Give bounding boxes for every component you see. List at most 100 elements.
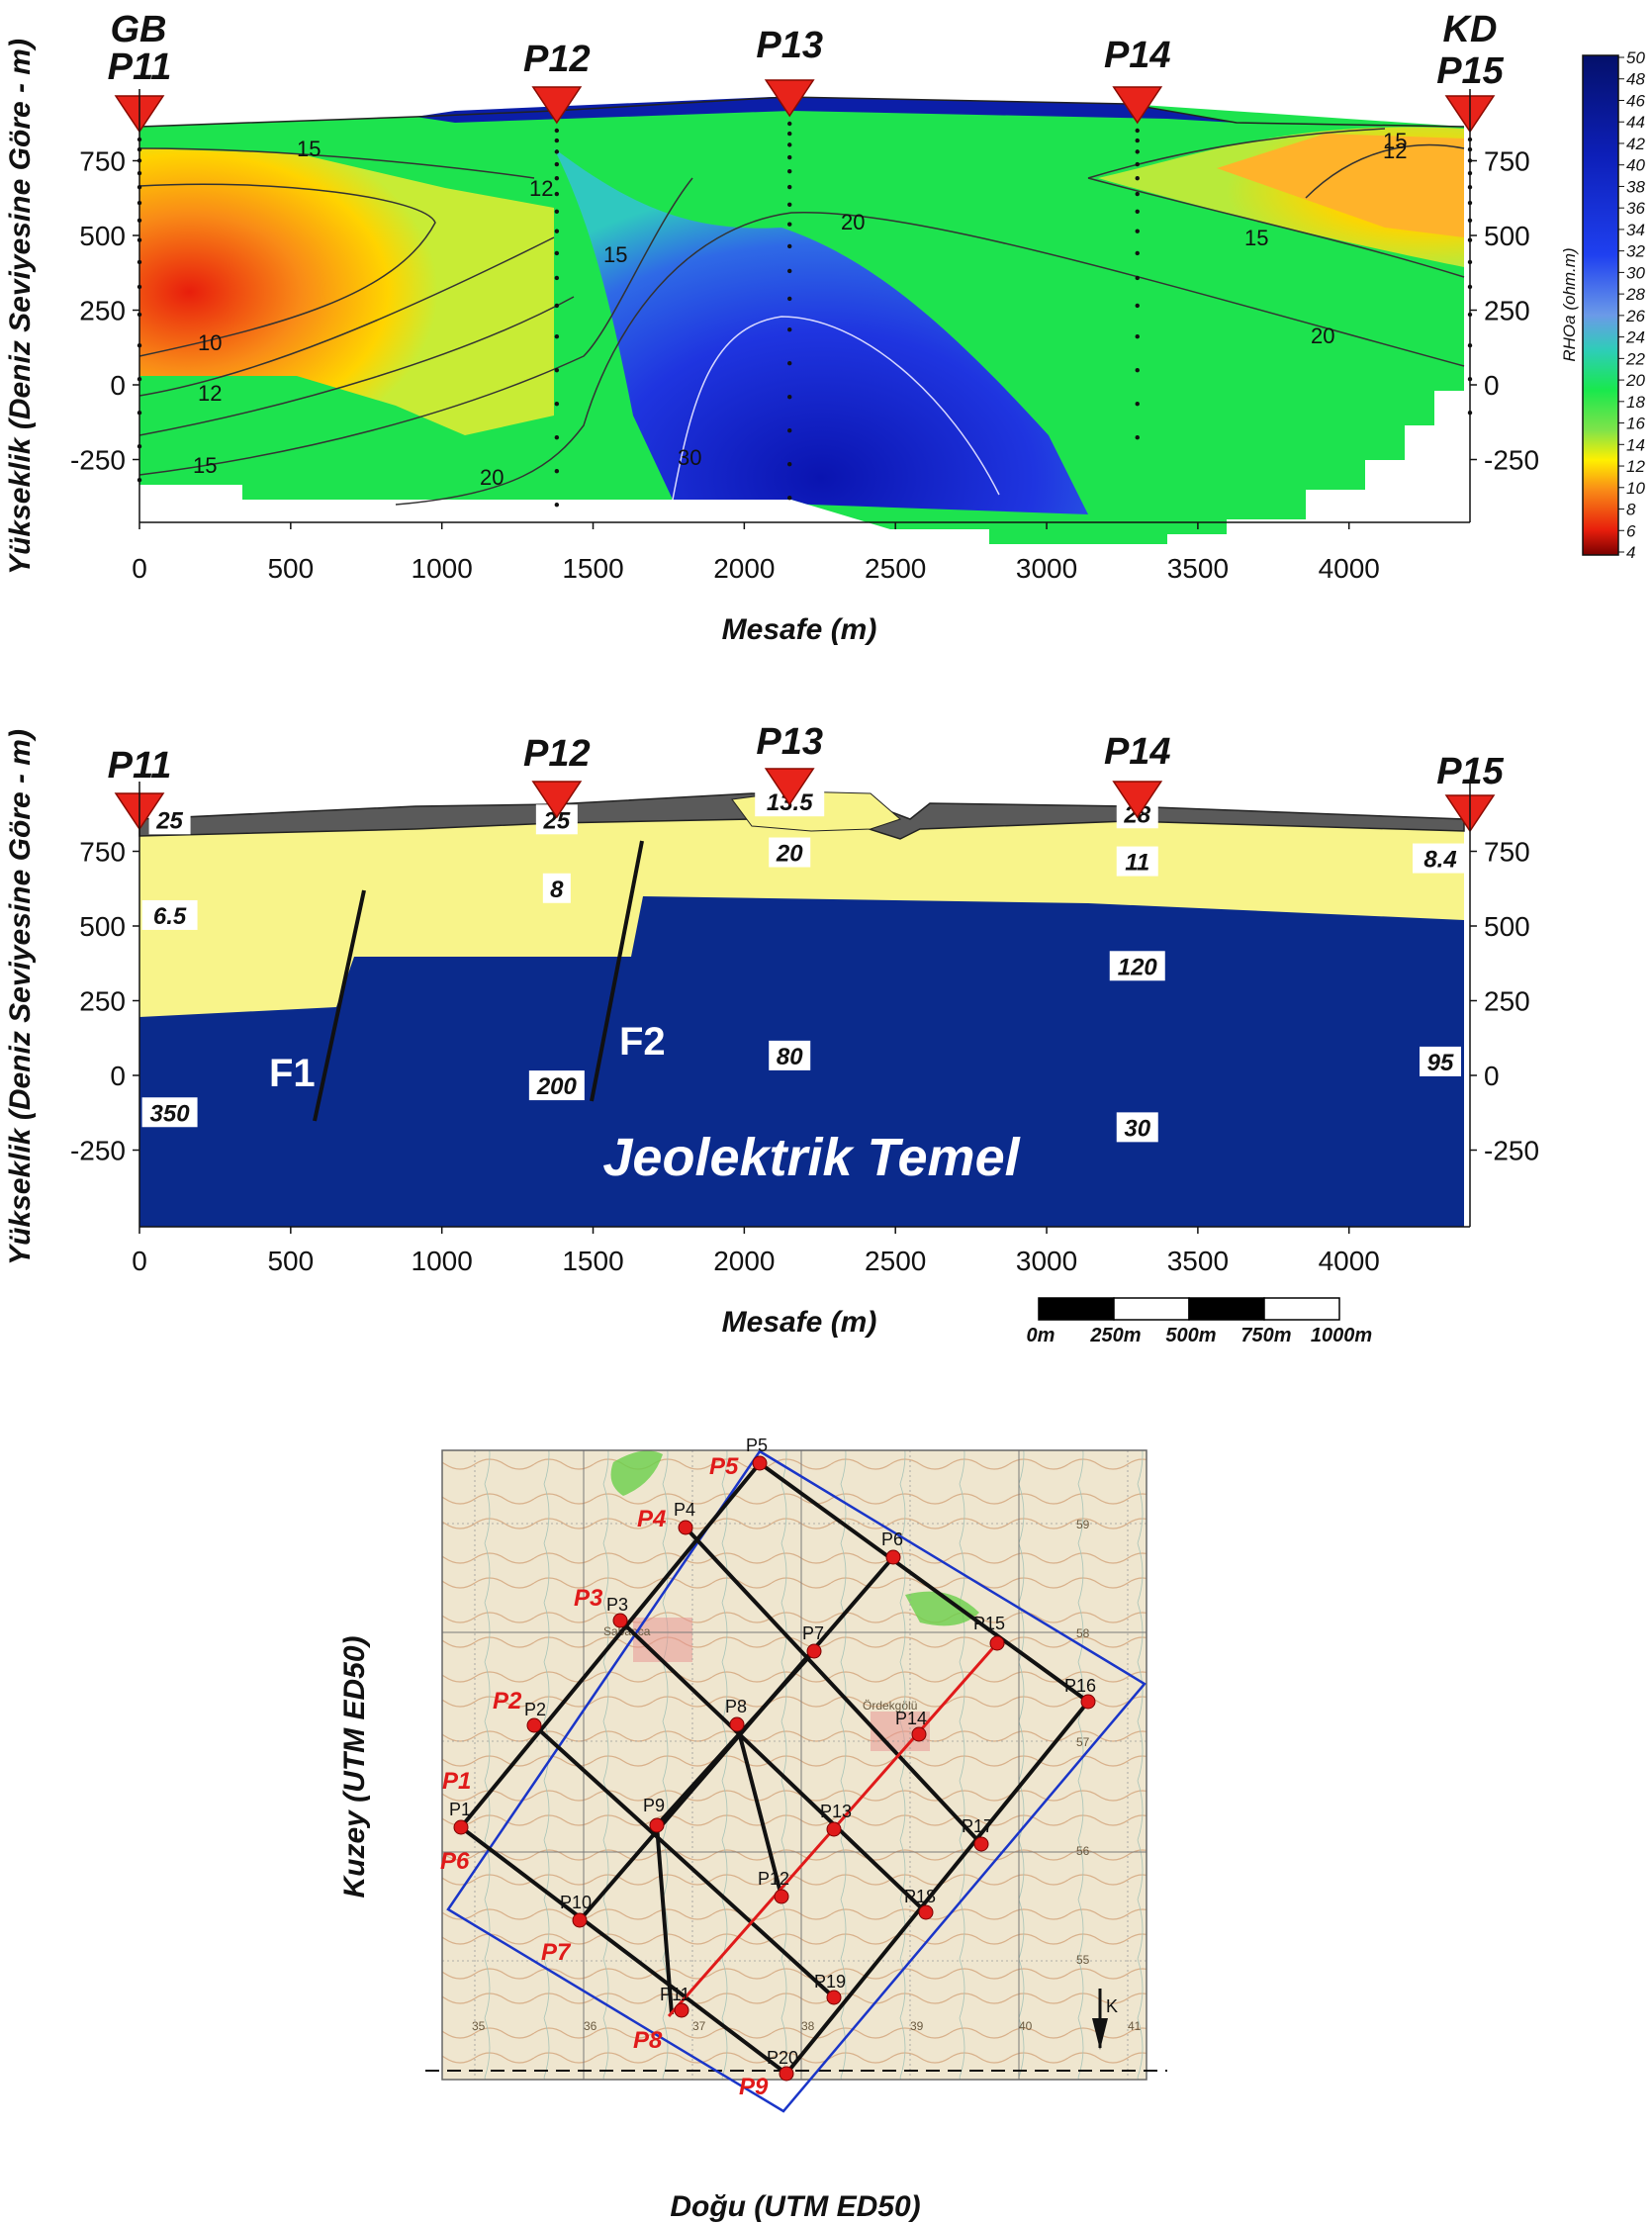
contour-label: 12 (529, 176, 553, 201)
station-point (678, 1520, 693, 1535)
y-tick-label: 250 (79, 986, 126, 1017)
profile-marker (531, 86, 583, 125)
contour-line (138, 177, 693, 476)
y-tick-label-right: 500 (1484, 911, 1530, 942)
grid-x-label: 37 (692, 2019, 706, 2033)
resistivity-value-box (141, 899, 198, 930)
colorbar-tick-label: 46 (1626, 91, 1645, 110)
station-label: P12 (758, 1869, 789, 1889)
resistivity-value-box (1116, 1112, 1158, 1143)
contour-label: 20 (841, 210, 865, 234)
direction-label-right: KD (1443, 9, 1498, 50)
profile-label: P14 (1104, 35, 1171, 76)
contour-label: 20 (480, 465, 504, 490)
y-tick-label: -250 (70, 1136, 126, 1166)
y-tick-label-right: 500 (1484, 221, 1530, 251)
station-label: P8 (725, 1697, 747, 1716)
colorbar: 5048464442403836343230282624222018161412… (1560, 48, 1645, 562)
profile-label: P15 (1436, 50, 1504, 92)
measurement-dot (1135, 303, 1140, 309)
contour-line (138, 147, 535, 179)
measurement-dot (554, 367, 560, 373)
measurement-dot (1135, 175, 1140, 181)
profile-end-label: P9 (739, 2074, 769, 2100)
measurement-dot (1135, 191, 1140, 197)
grid-x-label: 40 (1019, 2019, 1033, 2033)
x-tick-label: 2500 (865, 1246, 926, 1276)
profile-marker (531, 781, 583, 819)
direction-label-left: GB (111, 9, 167, 50)
profile-label: P11 (108, 46, 172, 88)
station-label: P5 (746, 1436, 768, 1455)
colorbar-tick-label: 34 (1626, 221, 1645, 239)
measurement-dot (1135, 333, 1140, 339)
colorbar-tick-label: 28 (1625, 285, 1645, 304)
profile-end-label: P5 (709, 1453, 739, 1480)
resistivity-value-box (769, 837, 811, 868)
station-point (674, 2002, 689, 2018)
profile-line (735, 1723, 783, 1898)
profile-marker (764, 768, 815, 806)
resistivity-value: 11 (1125, 850, 1149, 877)
profile-end-label: P7 (541, 1939, 572, 1966)
contour-line (138, 236, 555, 397)
station-label: P15 (973, 1614, 1005, 1633)
station-labels: P1 P2 P3 P4 P5 P6 P7 P8 P9 P10 P11 P12 P13 P14 P15 P16 P… (440, 1436, 1096, 2100)
station-point (572, 1912, 588, 1928)
x-tick-label: 3500 (1167, 1246, 1229, 1276)
contour-line (1305, 143, 1465, 199)
station-point (989, 1635, 1005, 1651)
measurement-dot (787, 184, 792, 190)
x-tick-label: 3000 (1016, 553, 1077, 584)
profile-label: P13 (756, 25, 823, 66)
north-label: K (1106, 1996, 1118, 2016)
resistivity-heatmap (139, 97, 1464, 544)
measurement-dot (1135, 275, 1140, 281)
station-label: P19 (814, 1972, 846, 1992)
topographic-basemap (442, 1450, 1147, 2080)
profile-line (684, 1526, 983, 1846)
measurement-dot (554, 138, 560, 143)
y-tick-label: 0 (110, 1061, 126, 1091)
station-point (526, 1717, 542, 1733)
colorbar-tick-label: 36 (1626, 199, 1645, 218)
scale-label: 750m (1240, 1325, 1291, 1346)
station-label: P14 (895, 1709, 927, 1728)
measurement-dot (1135, 250, 1140, 256)
resistivity-value: 350 (150, 1100, 191, 1127)
y-axis-title: Yükseklik (Deniz Seviyesine Göre - m) (4, 39, 37, 575)
colorbar-gradient (1582, 54, 1619, 556)
y-tick-label-right: -250 (1484, 1136, 1539, 1166)
fault-label-f1: F1 (269, 1052, 316, 1095)
station-points (453, 1455, 1096, 2082)
station-point (779, 2066, 794, 2082)
measurement-dot (1135, 128, 1140, 134)
station-label: P11 (660, 1985, 690, 2004)
map-y-axis-title: Kuzey (UTM ED50) (338, 1635, 371, 1898)
grid-x-label: 38 (801, 2019, 815, 2033)
station-label: P1 (449, 1800, 471, 1819)
profile-end-label: P4 (637, 1506, 666, 1532)
profile-label: P13 (756, 721, 823, 763)
grid-x-label: 39 (910, 2019, 924, 2033)
station-point (885, 1549, 901, 1565)
y-tick-label: 750 (79, 146, 126, 177)
y-tick-label-right: 0 (1484, 1061, 1500, 1091)
x-axis-title: Mesafe (m) (722, 1306, 877, 1339)
measurement-dot (1135, 229, 1140, 233)
measurement-dot (787, 243, 792, 249)
station-point (752, 1455, 768, 1471)
profile-line (655, 1649, 816, 1827)
colorbar-tick-label: 14 (1626, 435, 1645, 454)
y-tick-label: 250 (79, 296, 126, 326)
measurement-dot (1135, 149, 1140, 154)
geoelectric-section: F1 F2 Jeolektrik Temel 256.535025820013.… (4, 721, 1539, 1346)
resistivity-section-top: 15 12 10 12 15 15 20 30 20 15 20 15 12 P… (4, 9, 1645, 646)
measurement-dot (554, 468, 560, 474)
profile-markers: P11 P12 P13 P14 P15 (108, 721, 1505, 833)
contour-line (138, 183, 436, 357)
measurement-dot (1135, 138, 1140, 143)
grid-y-label: 55 (1076, 1953, 1090, 1967)
map-x-axis-title: Doğu (UTM ED50) (670, 2190, 920, 2223)
